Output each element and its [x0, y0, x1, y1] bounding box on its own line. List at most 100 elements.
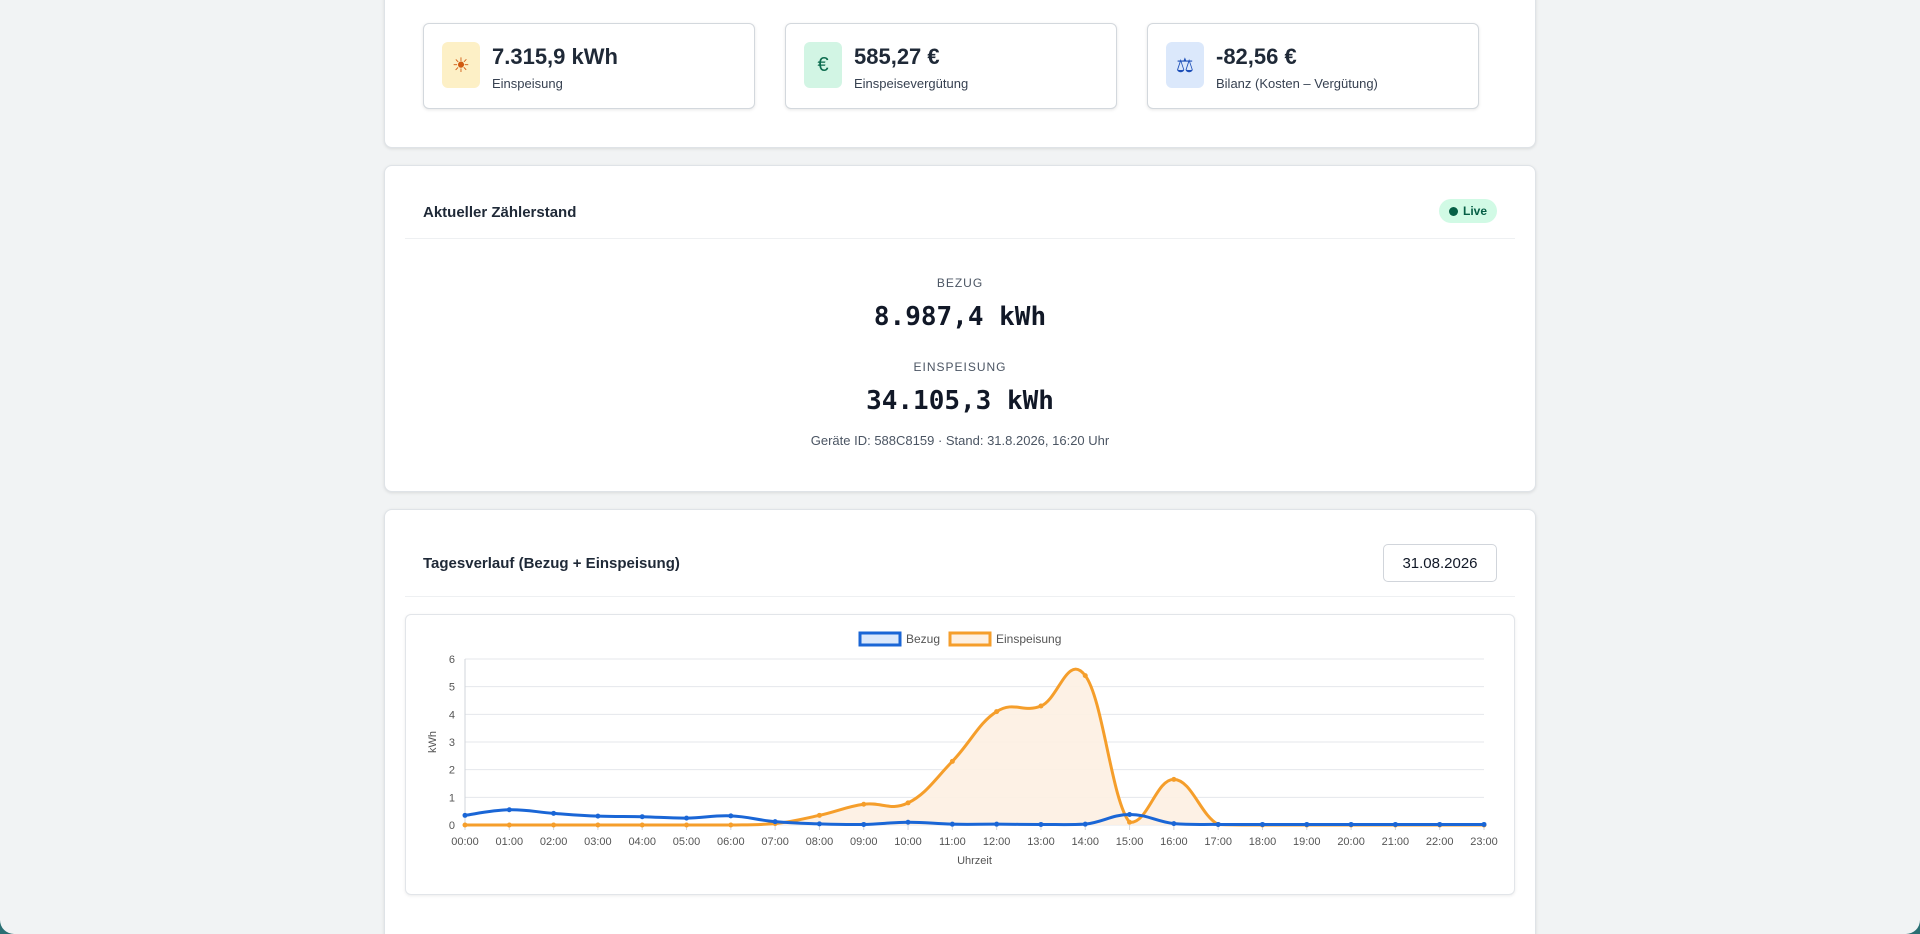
- stat-card-bilanz: ⚖ -82,56 € Bilanz (Kosten – Vergütung): [1147, 23, 1479, 109]
- data-point: [994, 821, 1000, 827]
- series-line-bezug: [464, 808, 1484, 827]
- x-tick-label: 18:00: [1249, 836, 1277, 848]
- data-point: [684, 822, 690, 828]
- chart-container: 0 1 2 3 4 5 6 00:00 01:00 02:00 03:00 04:00 05:00 06:…: [405, 614, 1515, 895]
- y-tick-label: 2: [449, 765, 455, 777]
- einspeisung-value: 34.105,3 kWh: [866, 386, 1054, 416]
- data-point: [1082, 673, 1088, 679]
- data-point: [1348, 821, 1354, 827]
- divider: [405, 596, 1515, 597]
- summary-card: ☀ 7.315,9 kWh Einspeisung € 585,27 € Ein…: [384, 0, 1536, 148]
- data-point: [816, 821, 822, 827]
- x-tick-label: 12:00: [983, 836, 1011, 848]
- data-point: [1127, 819, 1133, 825]
- x-tick-label: 21:00: [1382, 836, 1410, 848]
- data-point: [1215, 821, 1221, 827]
- data-point: [1259, 821, 1265, 827]
- y-tick-label: 4: [449, 709, 455, 721]
- data-point: [772, 819, 778, 825]
- daily-card: Tagesverlauf (Bezug + Einspeisung) 31.08…: [384, 509, 1536, 934]
- x-tick-label: 13:00: [1027, 836, 1055, 848]
- bezug-label: BEZUG: [936, 276, 984, 290]
- y-axis-label: kWh: [427, 731, 439, 753]
- data-point: [595, 822, 601, 828]
- data-point: [551, 810, 557, 816]
- x-tick-label: 07:00: [761, 836, 789, 848]
- data-point: [994, 709, 1000, 715]
- euro-icon: €: [804, 42, 842, 88]
- series-area-einspeisung: [465, 669, 1484, 825]
- data-point: [1038, 821, 1044, 827]
- balance-scale-icon: ⚖: [1166, 42, 1204, 88]
- y-tick-label: 1: [449, 792, 455, 804]
- data-point: [905, 800, 911, 806]
- daily-line-chart: 0 1 2 3 4 5 6 00:00 01:00 02:00 03:00 04:00 05:00 06:…: [427, 631, 1498, 867]
- meter-title: Aktueller Zählerstand: [423, 204, 577, 221]
- y-tick-label: 6: [449, 654, 455, 666]
- x-tick-label: 11:00: [939, 836, 966, 848]
- x-tick-label: 03:00: [584, 836, 612, 848]
- x-tick-label: 00:00: [451, 836, 479, 848]
- stat-label: Einspeisung: [492, 76, 563, 91]
- stat-card-verguetung: € 585,27 € Einspeisevergütung: [785, 23, 1117, 109]
- data-point: [1171, 821, 1177, 827]
- daily-title: Tagesverlauf (Bezug + Einspeisung): [423, 555, 680, 572]
- legend-label: Einspeisung: [996, 632, 1061, 646]
- data-point: [639, 822, 645, 828]
- einspeisung-label: EINSPEISUNG: [913, 360, 1007, 374]
- data-point: [506, 807, 512, 813]
- live-dot-icon: [1448, 206, 1458, 216]
- meter-meta: Geräte ID: 588C8159 · Stand: 31.8.2026, …: [810, 433, 1110, 448]
- data-point: [462, 812, 468, 818]
- legend-swatch: [948, 631, 992, 647]
- data-point: [595, 813, 601, 819]
- y-tick-label: 0: [449, 820, 455, 832]
- x-tick-label: 14:00: [1071, 836, 1099, 848]
- meter-card: Aktueller Zählerstand Live BEZUG 8.987,4…: [384, 165, 1536, 492]
- data-point: [1481, 821, 1487, 827]
- data-point: [816, 812, 822, 818]
- data-point: [1171, 776, 1177, 782]
- data-point: [905, 819, 911, 825]
- data-point: [1082, 821, 1088, 827]
- x-tick-label: 06:00: [717, 836, 745, 848]
- x-tick-label: 16:00: [1160, 836, 1188, 848]
- data-point: [949, 821, 955, 827]
- divider: [405, 238, 1515, 239]
- date-input[interactable]: 31.08.2026: [1383, 544, 1497, 582]
- data-point: [949, 758, 955, 764]
- stat-label: Bilanz (Kosten – Vergütung): [1216, 76, 1378, 91]
- live-label: Live: [1462, 204, 1487, 218]
- x-tick-label: 15:00: [1116, 836, 1144, 848]
- x-tick-label: 22:00: [1426, 836, 1454, 848]
- stat-value: -82,56 €: [1216, 44, 1297, 69]
- bezug-value: 8.987,4 kWh: [873, 302, 1047, 332]
- data-point: [639, 814, 645, 820]
- x-tick-label: 09:00: [850, 836, 878, 848]
- stat-value: 585,27 €: [854, 44, 940, 69]
- x-tick-label: 19:00: [1293, 836, 1321, 848]
- x-tick-label: 23:00: [1470, 836, 1498, 848]
- x-tick-label: 20:00: [1337, 836, 1365, 848]
- data-point: [861, 821, 867, 827]
- data-point: [861, 801, 867, 807]
- data-point: [728, 822, 734, 828]
- data-point: [1127, 811, 1133, 817]
- data-point: [506, 822, 512, 828]
- data-point: [684, 815, 690, 821]
- data-point: [1038, 703, 1044, 709]
- data-point: [1392, 821, 1398, 827]
- stat-value: 7.315,9 kWh: [492, 44, 618, 69]
- sun-icon: ☀: [442, 42, 480, 88]
- data-point: [462, 822, 468, 828]
- x-tick-label: 05:00: [673, 836, 701, 848]
- x-tick-label: 10:00: [894, 836, 922, 848]
- y-tick-label: 5: [449, 682, 455, 694]
- x-tick-label: 04:00: [628, 836, 656, 848]
- legend-swatch: [858, 631, 902, 647]
- data-point: [551, 822, 557, 828]
- x-axis-label: Uhrzeit: [957, 855, 992, 867]
- x-tick-label: 17:00: [1204, 836, 1232, 848]
- stat-card-einspeisung: ☀ 7.315,9 kWh Einspeisung: [423, 23, 755, 109]
